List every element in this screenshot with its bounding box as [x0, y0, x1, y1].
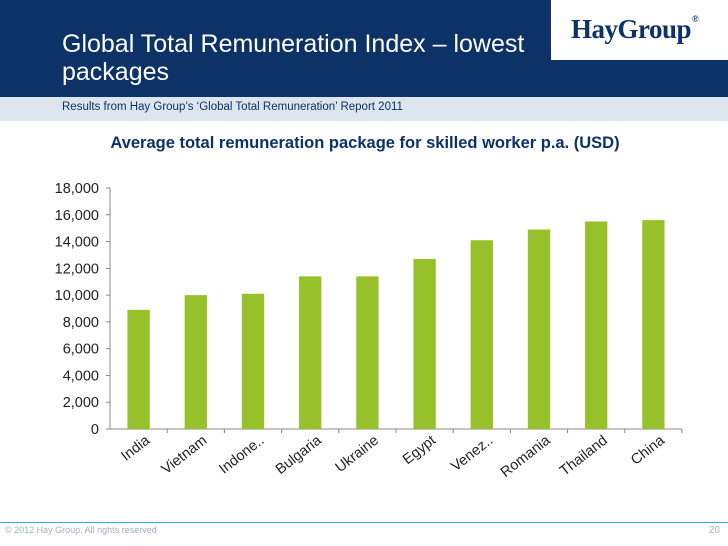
y-tick-label: 8,000: [63, 315, 99, 331]
bar-venez: [470, 240, 493, 429]
y-tick-label: 6,000: [63, 342, 99, 358]
bar-romania: [527, 229, 551, 429]
bar-china: [642, 220, 665, 429]
logo-wordmark: HayGroup®: [571, 14, 699, 45]
page-number: 20: [708, 525, 720, 536]
slide-subtitle: Results from Hay Group’s ‘Global Total R…: [62, 101, 403, 113]
y-tick-label: 18,000: [55, 181, 99, 197]
y-tick-label: 16,000: [55, 208, 99, 224]
copyright-text: © 2012 Hay Group. All rights reserved: [5, 525, 157, 535]
subtitle-band: Results from Hay Group’s ‘Global Total R…: [0, 97, 728, 121]
bar-india: [127, 309, 150, 429]
bar-thailand: [585, 221, 608, 429]
x-tick-label: Ukraine: [333, 433, 382, 476]
y-tick-label: 0: [91, 422, 99, 438]
y-tick-label: 14,000: [55, 235, 99, 251]
x-tick-label: Romania: [498, 432, 554, 481]
bar-egypt: [413, 258, 436, 429]
slide-title: Global Total Remuneration Index – lowest…: [62, 30, 525, 86]
y-tick-label: 10,000: [55, 288, 99, 304]
x-tick-label: India: [118, 432, 153, 465]
registered-mark: ®: [692, 14, 699, 24]
chart-title: Average total remuneration package for s…: [110, 134, 620, 152]
bar-ukraine: [356, 276, 379, 429]
y-tick-label: 12,000: [55, 261, 99, 277]
x-tick-label: Thailand: [557, 433, 611, 480]
x-tick-label: Indone..: [216, 433, 267, 478]
y-tick-label: 2,000: [63, 395, 99, 411]
x-tick-label: China: [628, 432, 668, 469]
x-tick-label: Egypt: [400, 433, 439, 468]
y-tick-label: 4,000: [63, 368, 99, 384]
logo-text: HayGroup: [571, 14, 692, 44]
footer-line: [0, 522, 728, 523]
bar-bulgaria: [299, 276, 322, 429]
x-tick-label: Bulgaria: [273, 432, 326, 478]
x-tick-label: Venez..: [448, 433, 496, 475]
x-tick-label: Vietnam: [159, 433, 211, 478]
bar-indone: [241, 293, 265, 429]
haygroup-logo: HayGroup®: [551, 0, 728, 60]
bar-chart: 0 2,000 4,000 6,000 8,000 10,000 12,000 14,000 1…: [55, 181, 683, 481]
bar-vietnam: [184, 295, 207, 429]
